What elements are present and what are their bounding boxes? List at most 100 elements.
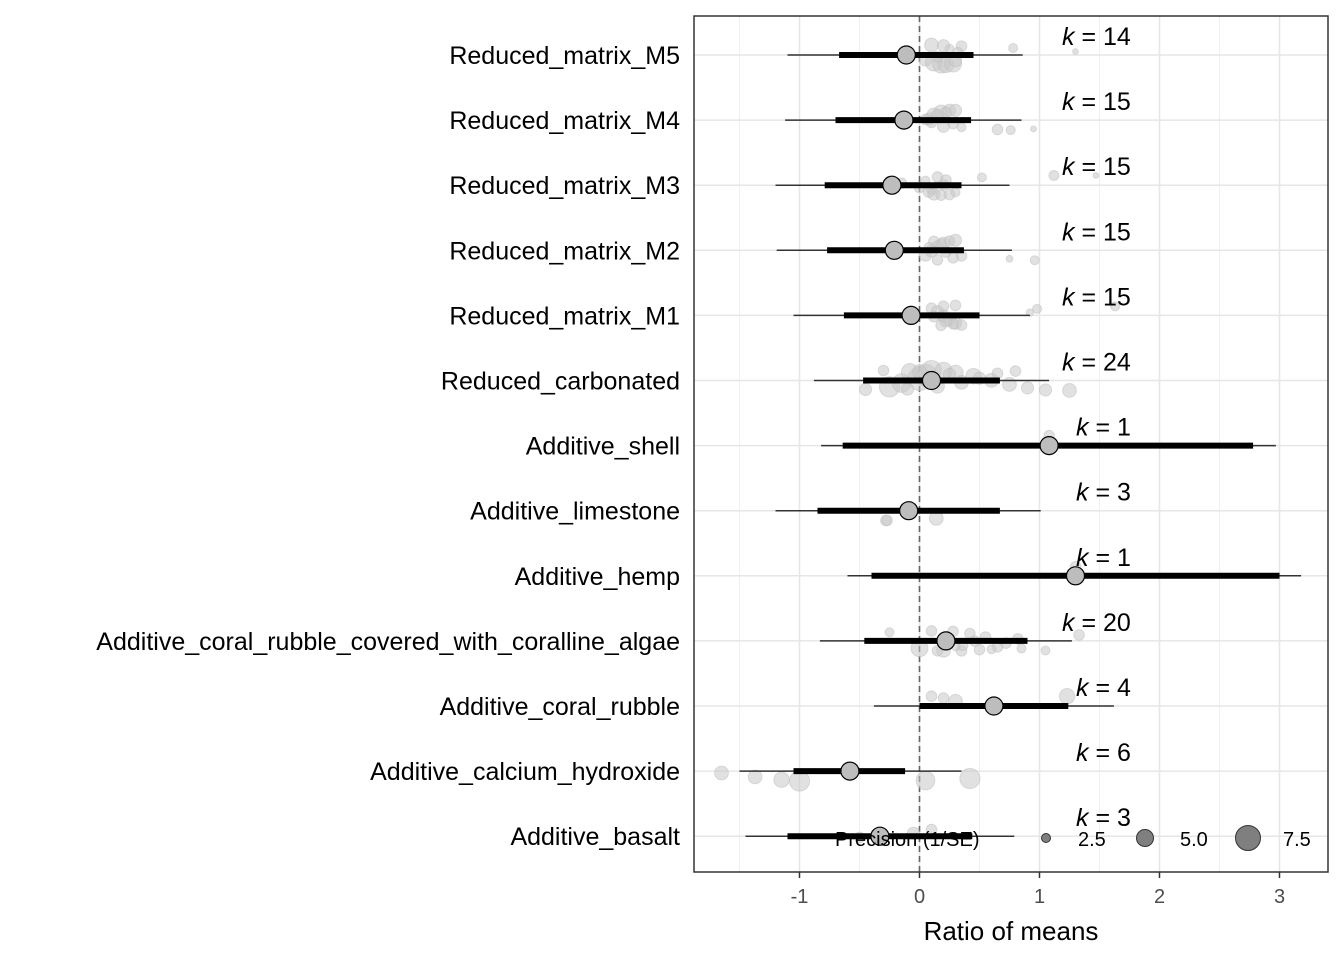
study-point (1062, 383, 1077, 398)
study-point (947, 252, 959, 264)
category-label: Additive_coral_rubble_covered_with_coral… (96, 628, 680, 656)
pooled-estimate (894, 110, 914, 130)
k-label: k = 15 (1062, 218, 1131, 246)
study-point (1025, 308, 1035, 317)
k-label: k = 3 (1076, 479, 1131, 507)
pooled-estimate (984, 696, 1004, 716)
category-label: Reduced_matrix_M4 (449, 107, 680, 135)
k-label: k = 1 (1076, 544, 1131, 572)
category-label: Additive_shell (526, 433, 680, 461)
legend-title: Precision (1/SE) (835, 829, 980, 851)
legend-key (1235, 825, 1261, 851)
k-label: k = 3 (1076, 804, 1131, 832)
study-point (1002, 377, 1017, 392)
category-label: Additive_calcium_hydroxide (370, 758, 680, 786)
study-point (956, 122, 967, 133)
category-label: Additive_limestone (470, 498, 680, 526)
pooled-estimate (1065, 566, 1086, 586)
study-point (884, 627, 895, 638)
pooled-estimate (901, 305, 921, 325)
pooled-estimate (882, 175, 902, 195)
study-point (1048, 170, 1060, 181)
k-label: k = 15 (1062, 153, 1131, 181)
legend-label: 7.5 (1283, 829, 1311, 851)
category-label: Additive_basalt (510, 823, 680, 851)
study-point (1005, 254, 1014, 263)
study-point (900, 382, 915, 396)
study-point (1005, 125, 1016, 136)
pooled-estimate (936, 631, 956, 651)
study-point (1073, 629, 1085, 641)
study-point (1092, 171, 1100, 179)
study-point (991, 123, 1004, 136)
x-tick-label: 0 (914, 886, 925, 908)
pooled-estimate (1039, 436, 1059, 456)
pooled-estimate (884, 240, 904, 260)
legend-key (1136, 829, 1154, 847)
study-point (991, 367, 1004, 380)
category-label: Additive_coral_rubble (440, 693, 680, 721)
pooled-estimate (896, 45, 916, 65)
study-point (937, 300, 950, 313)
study-point (773, 771, 790, 788)
pooled-estimate (870, 826, 890, 846)
k-label: k = 15 (1062, 88, 1131, 116)
pooled-estimate (840, 761, 860, 781)
study-point (747, 769, 763, 785)
k-label: k = 15 (1062, 283, 1131, 311)
study-point (877, 364, 890, 377)
study-point (931, 254, 944, 266)
k-label: k = 20 (1062, 609, 1131, 637)
category-label: Reduced_matrix_M1 (449, 302, 680, 330)
category-label: Additive_hemp (515, 563, 680, 591)
study-point (976, 172, 987, 183)
legend-label: 2.5 (1078, 829, 1106, 851)
x-tick-label: 1 (1034, 886, 1045, 908)
study-point (959, 767, 981, 790)
study-point (937, 692, 950, 704)
study-point (949, 299, 962, 312)
category-labels: Reduced_matrix_M5 Reduced_matrix_M4 Reduce… (96, 42, 680, 851)
legend-key (1041, 833, 1051, 843)
panel-border (693, 15, 1329, 873)
study-point (714, 765, 729, 781)
study-point (936, 39, 951, 53)
k-labels: k = 14 k = 15 k = 15 k = 15 k = 15 k = 24 k = … (1062, 23, 1131, 832)
x-tick-label: 2 (1154, 886, 1165, 908)
study-point (1038, 383, 1053, 397)
study-point (986, 644, 997, 655)
study-point (925, 625, 938, 637)
category-label: Reduced_matrix_M2 (449, 237, 680, 265)
x-axis: -1 0 1 2 3 (791, 872, 1285, 908)
study-point (1110, 301, 1121, 312)
study-point (948, 233, 963, 247)
study-point (925, 690, 938, 702)
study-point (881, 514, 893, 527)
study-point (1008, 42, 1019, 53)
study-point (858, 382, 873, 397)
x-axis-title: Ratio of means (924, 916, 1099, 946)
study-point (1058, 688, 1076, 705)
study-point (950, 187, 961, 198)
study-point (924, 37, 939, 53)
category-label: Reduced_matrix_M5 (449, 42, 680, 70)
study-point (1029, 255, 1040, 266)
category-label: Reduced_matrix_M3 (449, 172, 680, 200)
k-label: k = 1 (1076, 414, 1131, 442)
x-tick-label: 3 (1274, 886, 1285, 908)
k-label: k = 14 (1062, 23, 1131, 51)
k-label: k = 24 (1062, 349, 1131, 377)
estimates (840, 45, 1086, 846)
pooled-estimate (921, 370, 942, 391)
k-label: k = 6 (1076, 739, 1131, 767)
legend-label: 5.0 (1180, 829, 1208, 851)
x-tick-label: -1 (791, 886, 809, 908)
study-point (1009, 365, 1022, 377)
study-point (1030, 125, 1037, 133)
study-point (1072, 48, 1079, 55)
study-point (1032, 303, 1043, 314)
k-label: k = 4 (1076, 674, 1131, 702)
study-point (1020, 381, 1035, 395)
study-point (1016, 643, 1027, 654)
